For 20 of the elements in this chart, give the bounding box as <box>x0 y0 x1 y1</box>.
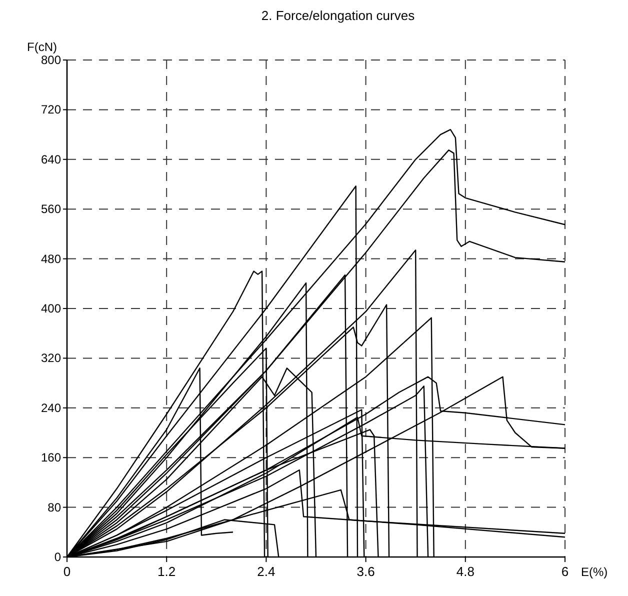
x-axis-title: E(%) <box>581 565 608 579</box>
y-tick-label: 560 <box>40 202 62 216</box>
y-tick-label: 80 <box>48 500 62 514</box>
x-tick-label: 3.6 <box>356 564 375 579</box>
x-tick-label: 4.8 <box>456 564 474 579</box>
y-tick-label: 0 <box>54 550 62 564</box>
x-tick-label: 1.2 <box>158 564 176 579</box>
y-tick-label: 640 <box>40 152 62 166</box>
chart-title: 2. Force/elongation curves <box>261 8 416 23</box>
y-tick-label: 720 <box>40 102 62 117</box>
x-tick-label: 6 <box>561 564 569 579</box>
y-tick-label: 160 <box>40 450 62 465</box>
y-tick-label: 320 <box>40 351 62 366</box>
y-tick-label: 480 <box>40 252 62 266</box>
x-tick-label: 0 <box>63 564 71 579</box>
y-axis-title: F(cN) <box>27 40 57 54</box>
y-tick-label: 800 <box>40 53 62 67</box>
y-tick-label: 240 <box>40 400 62 415</box>
y-tick-label: 400 <box>40 302 62 316</box>
x-tick-label: 2.4 <box>257 564 276 579</box>
